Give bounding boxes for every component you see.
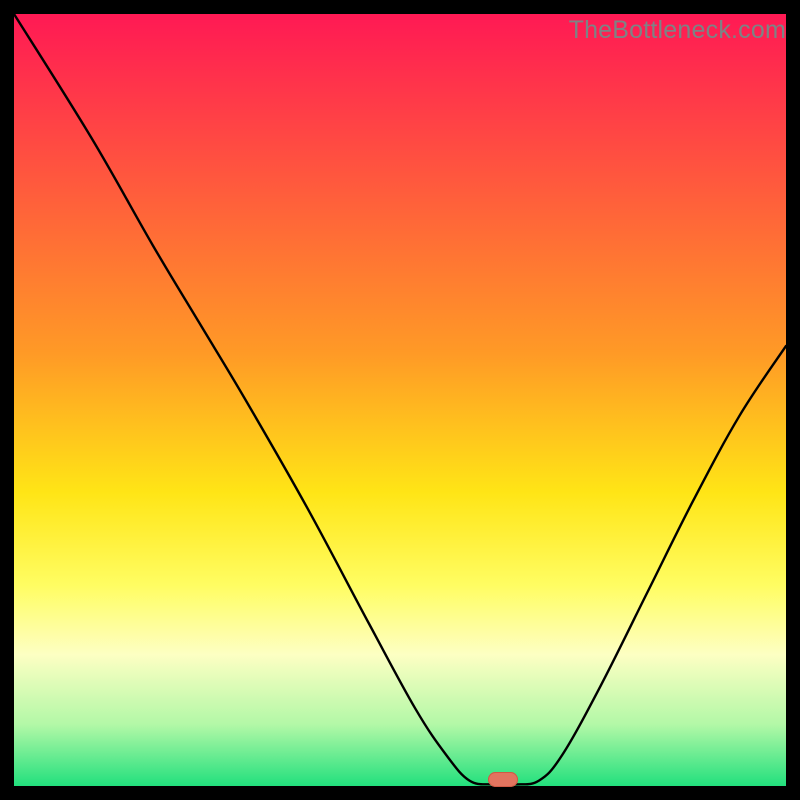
bottleneck-curve: [14, 14, 786, 786]
optimal-point-marker: [488, 772, 518, 787]
bottleneck-gradient-chart: [14, 14, 786, 786]
watermark-label: TheBottleneck.com: [569, 16, 786, 45]
